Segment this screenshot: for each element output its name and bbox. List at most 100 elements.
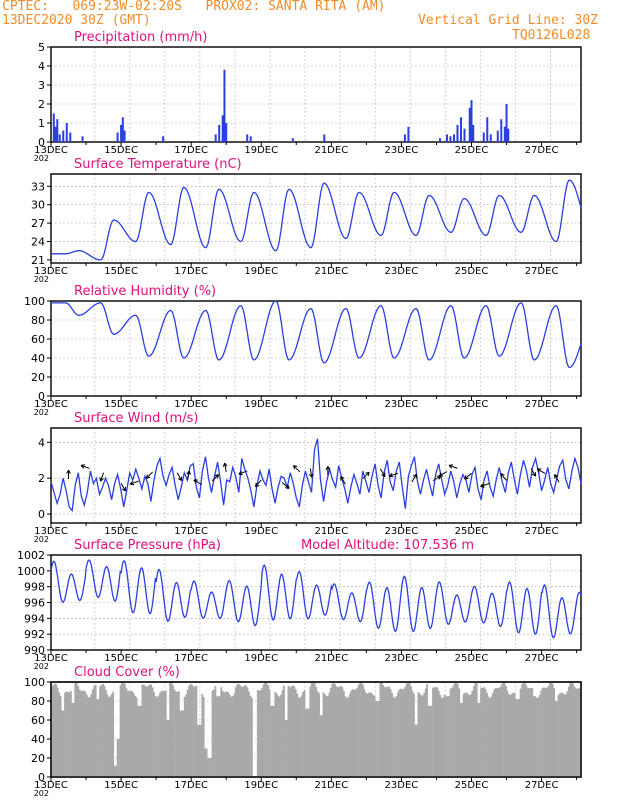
- cloud-bar: [361, 684, 364, 777]
- cloud-bar: [221, 690, 224, 777]
- cloud-bar: [343, 691, 345, 777]
- cloud-bar: [474, 682, 477, 777]
- cloud-bar: [380, 682, 383, 777]
- cloud-bar: [251, 697, 253, 777]
- x-tick-label: 17DEC: [174, 266, 208, 277]
- cloud-bar: [506, 690, 509, 777]
- wind-arrow-head: [438, 472, 444, 477]
- wind-arrow-shaft: [554, 474, 560, 483]
- cloud-bar: [153, 691, 155, 777]
- cloud-bar: [478, 702, 481, 777]
- cloud-bar: [99, 686, 101, 777]
- cloud-bar: [56, 687, 59, 777]
- cloud-bar: [218, 696, 221, 777]
- cloud-bar: [93, 685, 96, 777]
- cloud-bar: [53, 683, 56, 777]
- cloud-bar: [302, 691, 304, 777]
- cloud-bar: [233, 693, 236, 777]
- y-tick-label: 2: [38, 472, 45, 485]
- cloud-bar: [337, 687, 339, 777]
- plot-frame: [50, 554, 582, 651]
- cloud-bar: [509, 694, 512, 777]
- cloud-bar: [573, 686, 576, 777]
- cloud-bar: [204, 748, 207, 777]
- precip-bar: [218, 124, 221, 142]
- precip-bar: [65, 123, 68, 142]
- cloud-bar: [287, 685, 290, 777]
- precip-bar: [249, 136, 252, 142]
- cloud-bar: [67, 691, 69, 777]
- wind-arrow: [186, 470, 191, 480]
- cloud-bar: [338, 686, 341, 777]
- header-run-time: 13DEC2020 30Z (GMT): [2, 13, 151, 28]
- cloud-bar: [402, 688, 405, 777]
- cloud-bar: [382, 685, 385, 777]
- x-tick-label: 21DEC: [314, 399, 348, 410]
- cloud-bar: [572, 683, 574, 777]
- cloud-bar: [202, 697, 205, 777]
- series-line: [51, 300, 582, 369]
- x-tick-label: 13DEC: [34, 266, 68, 277]
- precip-bar: [486, 117, 489, 142]
- x-tick-label: 17DEC: [174, 145, 208, 156]
- cloud-bar: [564, 694, 567, 777]
- header-station-line: CPTEC: 069:23W-02:20S PROX02: SANTA RITA…: [2, 0, 386, 14]
- cloud-bar: [86, 694, 88, 777]
- wind-arrow: [530, 468, 537, 477]
- x-tick-label: 23DEC: [385, 526, 419, 537]
- cloud-bar: [91, 689, 94, 777]
- cloud-bar: [547, 686, 550, 777]
- cloud-bar: [383, 687, 386, 777]
- cloud-bar: [570, 682, 573, 777]
- cloud-bar: [284, 720, 287, 777]
- x-year-label: 202: [34, 535, 49, 544]
- wind-arrow-head: [292, 464, 298, 470]
- wind-arrow-head: [254, 482, 260, 488]
- cloud-bar: [319, 715, 322, 777]
- cloud-bar: [341, 687, 344, 777]
- wind-arrow-head: [66, 469, 71, 474]
- wind-arrow-head: [145, 474, 151, 479]
- cloud-bar: [64, 692, 66, 777]
- cloud-bar: [325, 696, 328, 777]
- series-line: [50, 559, 582, 639]
- cloud-bar: [113, 765, 116, 777]
- cloud-bar: [524, 682, 526, 777]
- wind-arrow: [193, 479, 202, 485]
- y-tick-label: 0: [38, 771, 45, 784]
- x-tick-label: 15DEC: [104, 145, 138, 156]
- cloud-bar: [510, 693, 513, 777]
- cloud-bar: [205, 748, 208, 777]
- cloud-bar: [94, 684, 97, 777]
- cloud-bar: [312, 682, 315, 777]
- panel-title: Precipitation (mm/h): [74, 30, 207, 45]
- precip-bar: [54, 126, 57, 142]
- wind-arrow: [238, 470, 248, 476]
- cloud-bar: [424, 688, 427, 777]
- precip-bar: [52, 113, 55, 142]
- cloud-bar: [351, 689, 354, 777]
- cloud-bar: [234, 687, 237, 777]
- precip-bar: [121, 117, 124, 142]
- panel-title: Cloud Cover (%): [74, 665, 180, 680]
- cloud-bar: [208, 758, 211, 777]
- cloud-bar: [290, 686, 293, 777]
- cloud-bar: [277, 695, 280, 777]
- cloud-bar: [442, 697, 445, 777]
- wind-arrow: [308, 468, 314, 478]
- y-tick-label: 5: [38, 41, 45, 54]
- cloud-bar: [243, 685, 246, 777]
- cloud-bar: [166, 720, 169, 777]
- precip-bar: [223, 69, 226, 142]
- precip-bar: [500, 119, 503, 142]
- y-tick-label: 1: [38, 117, 45, 130]
- cloud-bar: [69, 690, 72, 777]
- cloud-bar: [379, 682, 382, 777]
- cloud-bar: [522, 682, 525, 777]
- cloud-bar: [68, 692, 71, 777]
- y-tick-label: 2: [38, 98, 45, 111]
- wind-arrow-head: [389, 472, 394, 478]
- wind-arrow-shaft: [530, 468, 536, 477]
- cloud-bar: [500, 684, 503, 777]
- cloud-bar: [551, 683, 554, 777]
